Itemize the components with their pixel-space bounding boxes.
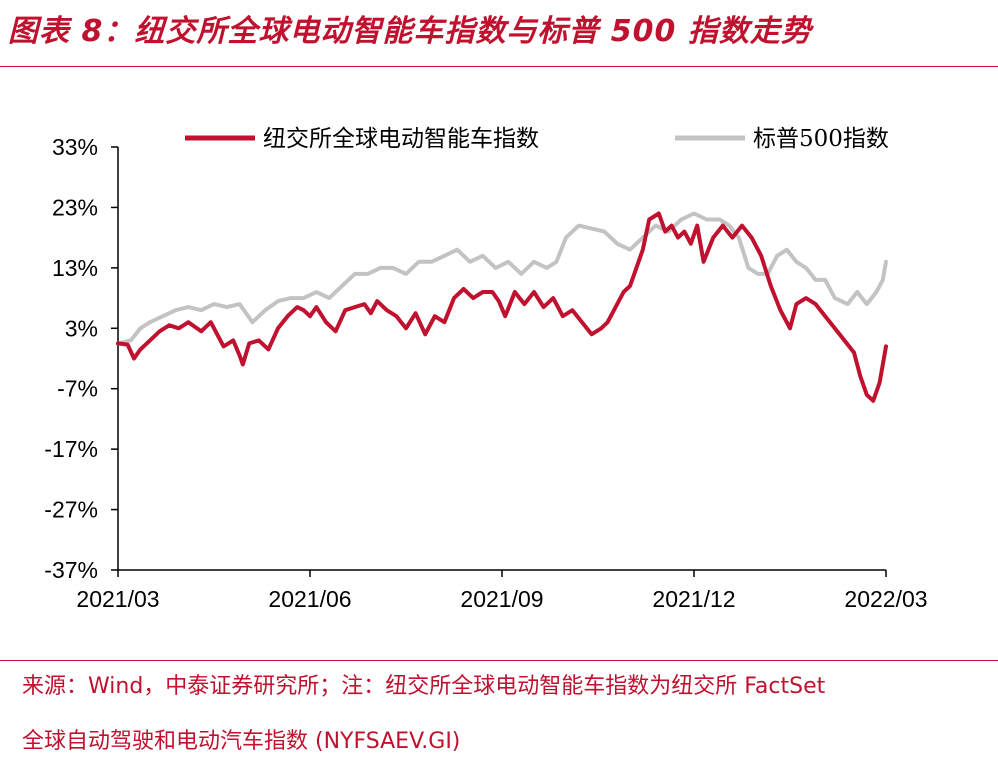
x-tick-label: 2021/12 bbox=[652, 586, 735, 612]
y-tick-label: -17% bbox=[44, 436, 98, 462]
series-lines bbox=[116, 211, 888, 403]
y-tick-label: -27% bbox=[44, 497, 98, 523]
x-tick-label: 2021/03 bbox=[76, 586, 159, 612]
sp500-line bbox=[116, 211, 888, 346]
source-note-line-1: 来源：Wind，中泰证券研究所；注：纽交所全球电动智能车指数为纽交所 FactS… bbox=[22, 674, 826, 699]
y-tick-marks bbox=[111, 146, 118, 571]
x-tick-marks bbox=[117, 570, 887, 577]
y-tick-label: -7% bbox=[57, 376, 98, 402]
y-tick-label: 13% bbox=[52, 255, 98, 281]
legend-label-ev-index: 纽交所全球电动智能车指数 bbox=[263, 126, 539, 152]
chart-title: 图表 8：纽交所全球电动智能车指数与标普 500 指数走势 bbox=[8, 14, 812, 49]
chart-area: 33%23%13%3%-7%-17%-27%-37% 2021/03 2021/0… bbox=[44, 126, 927, 612]
x-tick-label: 2021/09 bbox=[460, 586, 543, 612]
y-tick-label: 23% bbox=[52, 194, 98, 220]
x-tick-label: 2021/06 bbox=[268, 586, 351, 612]
header-rule bbox=[0, 66, 998, 67]
x-tick-label: 2022/03 bbox=[844, 586, 927, 612]
y-tick-labels: 33% 23% 13% 3% -7% -17% -27% -37% bbox=[44, 134, 98, 583]
source-note-line-2: 全球自动驾驶和电动汽车指数 (NYFSAEV.GI) bbox=[22, 729, 461, 754]
y-tick-label: 3% bbox=[65, 315, 98, 341]
ev-index-line bbox=[116, 211, 888, 403]
x-tick-labels: 2021/03 2021/06 2021/09 2021/12 2022/03 bbox=[76, 586, 927, 612]
legend-label-sp500: 标普500指数 bbox=[753, 126, 889, 152]
y-tick-label: 33% bbox=[52, 134, 98, 160]
legend: 纽交所全球电动智能车指数 标普500指数 bbox=[185, 126, 889, 152]
footer-rule bbox=[0, 660, 998, 661]
y-tick-label: -37% bbox=[44, 557, 98, 583]
